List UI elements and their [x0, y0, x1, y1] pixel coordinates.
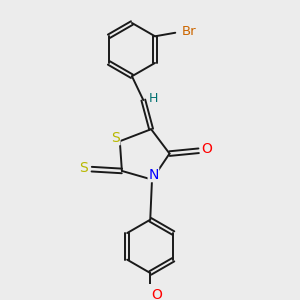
Text: H: H [148, 92, 158, 105]
Text: O: O [201, 142, 212, 156]
Text: S: S [111, 131, 120, 145]
Text: S: S [80, 161, 88, 176]
Text: Br: Br [181, 25, 196, 38]
Text: O: O [151, 288, 162, 300]
Text: N: N [148, 168, 159, 182]
